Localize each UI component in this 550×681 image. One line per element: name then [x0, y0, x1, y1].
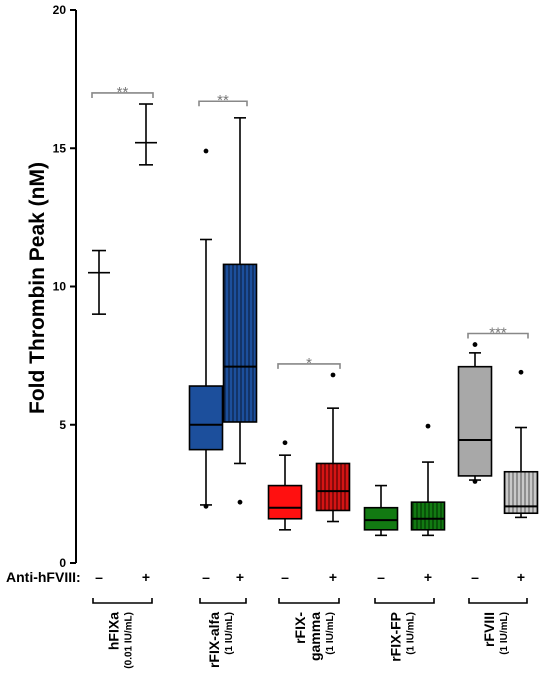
treatment-plus: +: [236, 569, 244, 585]
group-dose: (1 IU/mL): [406, 612, 417, 655]
box-0-plus: [135, 103, 157, 166]
significance-bracket: [467, 332, 529, 339]
group-name: gamma: [307, 612, 323, 661]
y-tick-label: 15: [53, 141, 67, 155]
outlier-point: [237, 499, 243, 505]
outlier-point: [425, 423, 431, 429]
group-label-2: rFIX-gamma (1 IU/mL): [292, 612, 336, 661]
significance-bracket: [198, 100, 248, 107]
box-4-minus: [457, 342, 493, 484]
y-ticks: 0 5 10 15 20: [53, 3, 76, 570]
significance-layer: ** ******: [91, 84, 529, 372]
box-iqr: [457, 365, 493, 477]
outlier-point: [518, 369, 524, 375]
group-label-0: hFIXa (0.01 IU/mL): [106, 612, 135, 669]
significance-label: **: [117, 84, 129, 101]
significance-label: *: [306, 355, 312, 372]
significance-bracket: [91, 92, 154, 98]
box-1-plus: [222, 117, 258, 505]
significance-label: ***: [489, 325, 507, 342]
group-labels: hFIXa (0.01 IU/mL) rFIX-alfa (1 IU/mL) rFIX-…: [92, 598, 528, 669]
treatment-minus: –: [202, 569, 210, 585]
treatment-plus: +: [517, 569, 525, 585]
group-bracket: [92, 598, 153, 604]
group-bracket: [374, 598, 435, 604]
group-bracket: [468, 598, 528, 604]
box-iqr: [315, 462, 351, 512]
treatment-plus: +: [424, 569, 432, 585]
box-iqr: [267, 484, 303, 520]
box-3-plus: [410, 423, 446, 537]
y-axis-title: Fold Thrombin Peak (nM): [26, 162, 49, 414]
box-2-minus: [267, 440, 303, 531]
outlier-point: [472, 479, 478, 484]
outlier-point: [330, 372, 336, 378]
box-iqr: [410, 501, 446, 531]
treatment-plus: +: [329, 569, 337, 585]
group-name: rFIX-alfa: [206, 612, 222, 668]
treatment-minus: –: [281, 569, 289, 585]
box-iqr: [363, 506, 399, 531]
box-iqr: [188, 385, 224, 451]
group-dose: (0.01 IU/mL): [124, 612, 135, 669]
box-0-minus: [88, 249, 110, 315]
outlier-point: [203, 148, 209, 154]
treatment-minus: –: [471, 569, 479, 585]
group-label-3: rFIX-FP (1 IU/mL): [388, 612, 417, 662]
group-name: rFIX-FP: [388, 612, 404, 662]
group-label-1: rFIX-alfa (1 IU/mL): [206, 612, 235, 668]
treatment-plus: +: [142, 569, 150, 585]
significance-label: **: [217, 92, 229, 109]
box-4-plus: [503, 369, 539, 519]
treatment-minus: –: [95, 569, 103, 585]
group-label-4: rFVIII (1 IU/mL): [481, 612, 510, 655]
group-name: rFIX-: [292, 612, 308, 644]
y-tick-label: 10: [53, 280, 67, 294]
outlier-point: [282, 440, 288, 446]
group-dose: (1 IU/mL): [325, 612, 336, 655]
outlier-point: [203, 503, 209, 509]
outlier-point: [472, 342, 478, 347]
group-bracket: [278, 598, 340, 604]
y-tick-label: 20: [53, 3, 67, 17]
y-tick-label: 5: [59, 418, 66, 432]
box-2-plus: [315, 372, 351, 523]
treatment-markers: – + – + – + – + – +: [95, 569, 525, 585]
group-name: hFIXa: [106, 612, 122, 650]
group-bracket: [199, 598, 247, 604]
treatment-row-label: Anti-hFVIII:: [6, 569, 81, 585]
box-iqr: [222, 263, 258, 423]
box-3-minus: [363, 484, 399, 537]
group-name: rFVIII: [481, 612, 497, 647]
box-plot-layer: [88, 103, 539, 537]
significance-bracket: [277, 363, 341, 369]
group-dose: (1 IU/mL): [224, 612, 235, 655]
treatment-minus: –: [377, 569, 385, 585]
group-dose: (1 IU/mL): [499, 612, 510, 655]
y-tick-label: 0: [59, 556, 66, 570]
box-1-minus: [188, 148, 224, 509]
